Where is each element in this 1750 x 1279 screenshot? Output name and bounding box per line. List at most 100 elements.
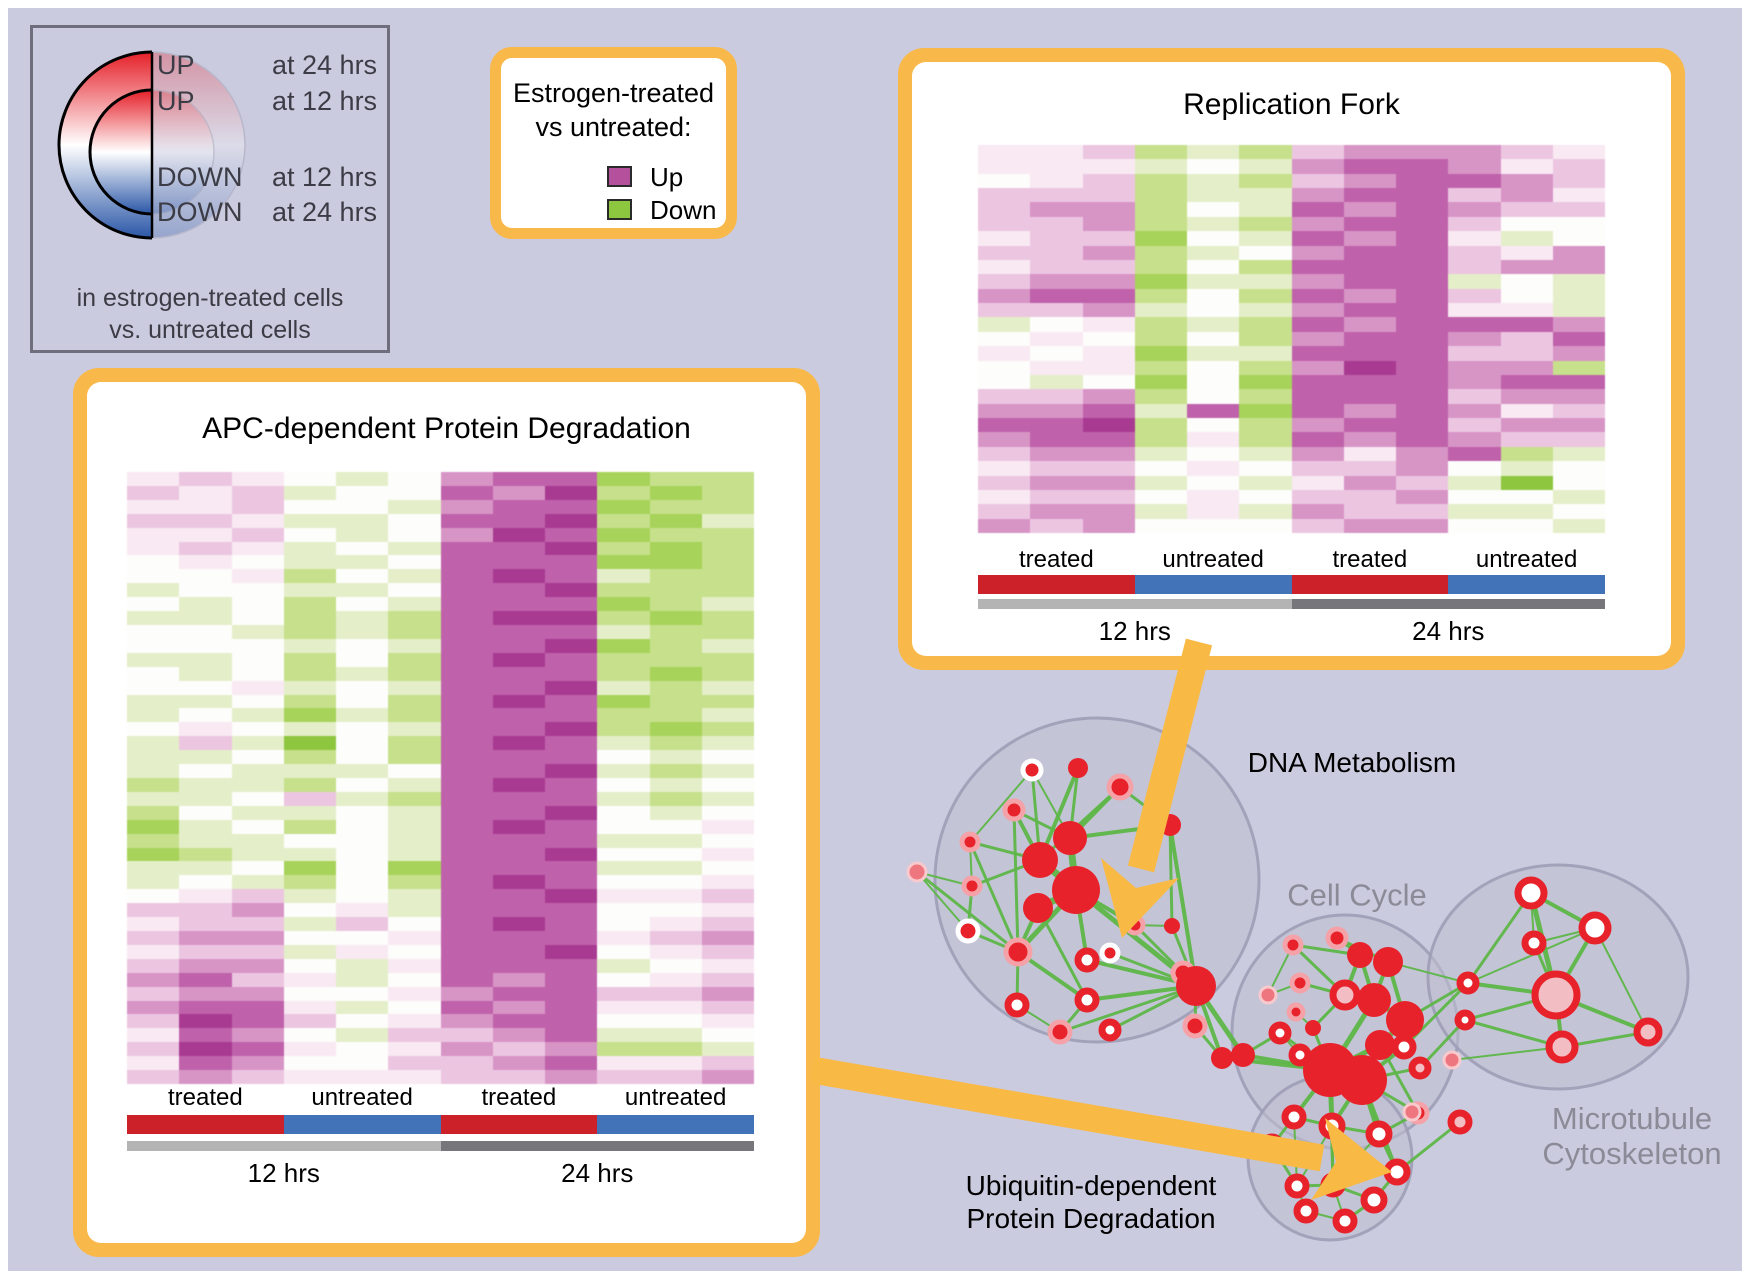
network-node-donut <box>1074 987 1100 1013</box>
heatmap-cell <box>649 652 702 667</box>
heatmap-cell <box>978 145 1031 160</box>
heatmap-cell <box>231 1070 284 1084</box>
heatmap-cell <box>1082 389 1135 404</box>
heatmap-cell <box>545 972 598 987</box>
heatmap-cell <box>388 944 441 959</box>
heatmap-cell <box>701 819 754 834</box>
heatmap-cell <box>1500 173 1553 189</box>
heatmap-cell <box>1187 159 1240 174</box>
heatmap-cell <box>179 666 232 681</box>
network-edge <box>1555 993 1649 1034</box>
heatmap-cell <box>1082 259 1135 275</box>
heatmap-cell <box>283 694 336 709</box>
heatmap-cell <box>597 791 650 806</box>
heatmap-cell <box>388 708 441 723</box>
network-node-donut <box>1454 1009 1476 1031</box>
heatmap-cell <box>545 680 598 695</box>
heatmap-cell <box>1030 188 1083 203</box>
heatmap-cell <box>1239 173 1292 189</box>
heatmap-cell <box>649 764 702 778</box>
heatmap-cell <box>1552 245 1605 260</box>
heatmap-cell <box>179 597 232 612</box>
heatmap-cell <box>649 680 702 695</box>
heatmap-cell <box>231 597 284 612</box>
heatmap-cell <box>1396 403 1449 419</box>
heatmap-cell <box>179 1028 232 1043</box>
heatmap-cell <box>701 903 754 918</box>
heatmap-cell <box>597 778 650 792</box>
heatmap-cell <box>978 245 1031 260</box>
heatmap-cell <box>179 764 232 778</box>
network-edge <box>1361 1066 1421 1082</box>
heatmap-cell <box>545 917 598 931</box>
network-node-solid <box>1159 814 1181 836</box>
network-node-donut <box>1456 971 1480 995</box>
heatmap-cell <box>1239 331 1292 347</box>
heatmap-cell <box>1134 346 1187 361</box>
heatmap-cell <box>701 722 754 737</box>
heatmap-cell <box>179 903 232 918</box>
network-node-solid <box>1357 983 1391 1017</box>
heatmap-cell <box>440 764 493 778</box>
heatmap-cell <box>388 638 441 653</box>
heatmap-cell <box>1500 216 1553 232</box>
heatmap-cell <box>1187 288 1240 304</box>
heatmap-cell <box>649 778 702 792</box>
updown-time-24: at 24 hrs <box>272 50 378 80</box>
network-edge <box>1305 1210 1346 1222</box>
network-node-pink-core <box>1545 1030 1579 1064</box>
network-edge <box>1336 936 1361 957</box>
network-edge <box>1372 1171 1399 1201</box>
heatmap-cell <box>1500 259 1553 275</box>
heatmap-cell <box>545 555 598 570</box>
heatmap-cell <box>1343 403 1396 419</box>
cluster-ellipse-cell-cycle <box>1230 913 1460 1151</box>
heatmap-cell <box>127 791 180 806</box>
heatmap-cell <box>336 666 389 681</box>
heatmap-cell <box>179 527 232 542</box>
flow-arrow-shaft <box>1127 638 1213 873</box>
heatmap-cell <box>388 694 441 709</box>
network-edge <box>1359 1043 1383 1082</box>
heatmap-cell <box>127 708 180 723</box>
apc-group-labels: treated untreated treated untreated <box>127 1084 754 1112</box>
heatmap-cell <box>440 708 493 723</box>
heatmap-cell <box>283 472 336 486</box>
heatmap-cell <box>649 583 702 598</box>
heatmap-cell <box>1239 145 1292 160</box>
rf-time-labels: 12 hrs 24 hrs <box>978 616 1605 646</box>
heatmap-cell <box>701 944 754 959</box>
heatmap-cell <box>545 764 598 778</box>
heatmap-cell <box>1552 288 1605 304</box>
heatmap-cell <box>336 931 389 945</box>
heatmap-cell <box>1082 202 1135 217</box>
heatmap-cell <box>231 652 284 667</box>
heatmap-cell <box>1343 389 1396 404</box>
network-edge <box>1270 1116 1296 1147</box>
network-edge <box>1069 823 1171 840</box>
network-edge <box>1012 809 1020 953</box>
heatmap-cell <box>1448 403 1501 419</box>
heatmap-cell <box>492 485 545 500</box>
network-edge <box>1194 985 1224 1059</box>
network-node-solid <box>1373 947 1403 977</box>
cluster-ellipse-dna-metabolism <box>933 716 1261 1044</box>
group-color-bar <box>597 1115 754 1134</box>
time-label: 12 hrs <box>247 1158 320 1188</box>
heatmap-cell <box>597 875 650 890</box>
heatmap-cell <box>701 541 754 556</box>
heatmap-cell <box>179 472 232 486</box>
network-edge <box>1344 993 1375 1002</box>
heatmap-cell <box>492 708 545 723</box>
heatmap-cell <box>1291 317 1344 332</box>
network-node-solid <box>1386 1001 1424 1039</box>
network-edge <box>1387 961 1469 984</box>
heatmap-cell <box>649 861 702 876</box>
heatmap-cell <box>1552 518 1605 533</box>
heatmap-cell <box>649 1056 702 1071</box>
network-edge <box>1193 984 1246 1057</box>
heatmap-cell <box>1134 389 1187 404</box>
heatmap-cell <box>1291 518 1344 533</box>
heatmap-cell <box>492 903 545 918</box>
heatmap-cell <box>127 652 180 667</box>
